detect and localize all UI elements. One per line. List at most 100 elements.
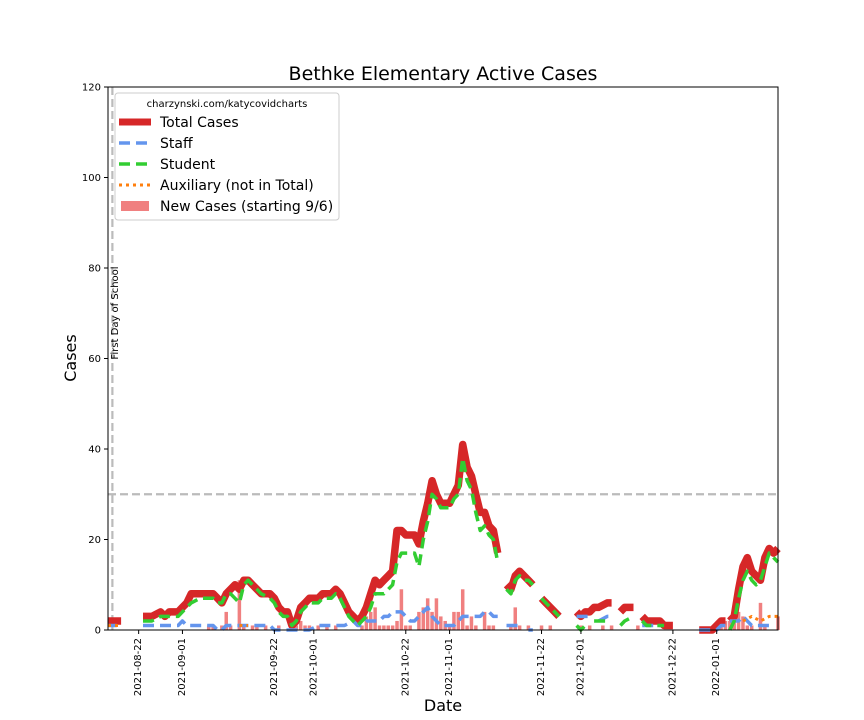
new-cases-bar — [408, 625, 412, 630]
new-cases-bar — [333, 625, 338, 630]
new-cases-bar — [242, 625, 246, 630]
new-cases-bar — [509, 625, 513, 630]
new-cases-bar — [439, 616, 443, 630]
x-tick-label: 2022-01-01 — [711, 638, 722, 696]
chart-title: Bethke Elementary Active Cases — [289, 63, 598, 85]
new-cases-bar — [513, 607, 518, 630]
legend-entry-label: Staff — [160, 136, 193, 152]
first-day-label: First Day of School — [110, 266, 121, 359]
new-cases-bar — [526, 625, 531, 630]
y-axis-label: Cases — [61, 334, 80, 382]
y-tick-label: 120 — [82, 83, 101, 94]
new-cases-bar — [386, 625, 391, 630]
legend-entry-label: Total Cases — [159, 115, 239, 131]
x-tick-label: 2021-09-22 — [269, 638, 280, 696]
new-cases-bar — [364, 616, 369, 630]
x-axis: 2021-08-22 2021-09-01 2021-09-22 2021-10-01… — [133, 630, 722, 696]
x-tick-label: 2021-11-22 — [536, 638, 547, 696]
new-cases-bar — [539, 625, 544, 630]
new-cases-bar — [587, 625, 592, 630]
new-cases-bar — [395, 620, 399, 630]
new-cases-bar — [303, 625, 307, 630]
new-cases-bar — [255, 625, 259, 630]
legend: charzynski.com/katycovidcharts Total Case… — [114, 92, 340, 221]
y-tick-label: 80 — [88, 264, 101, 275]
new-cases-bar — [224, 611, 228, 630]
new-cases-bar — [316, 625, 320, 630]
new-cases-bar — [417, 611, 421, 630]
new-cases-bar — [548, 625, 553, 630]
new-cases-bar — [749, 625, 754, 630]
student-line — [640, 619, 665, 628]
new-cases-bar — [294, 625, 299, 630]
new-cases-bar — [360, 625, 364, 630]
total-cases-line — [143, 440, 502, 630]
legend-box — [114, 92, 340, 221]
new-cases-bar — [728, 620, 732, 630]
new-cases-bar — [390, 625, 395, 630]
new-cases-bar — [491, 625, 496, 630]
x-tick-label: 2021-11-01 — [444, 638, 455, 696]
new-cases-bar — [206, 625, 211, 630]
new-cases-bar — [250, 625, 255, 630]
x-tick-label: 2021-09-01 — [177, 638, 188, 696]
x-tick-label: 2021-10-01 — [308, 638, 319, 696]
new-cases-bar — [399, 589, 404, 630]
student-line — [619, 614, 635, 627]
new-cases-bar — [763, 625, 767, 630]
new-cases-bar — [237, 580, 242, 630]
y-tick-label: 100 — [82, 173, 101, 184]
new-cases-bar — [456, 611, 461, 630]
new-cases-bar — [421, 607, 426, 630]
new-cases-bar — [609, 625, 614, 630]
y-tick-label: 60 — [88, 354, 101, 365]
new-cases-bar — [228, 625, 233, 630]
new-cases-bar — [465, 625, 469, 630]
new-cases-bar — [298, 620, 303, 630]
total-cases-line — [639, 613, 673, 630]
new-cases-bar — [307, 625, 312, 630]
student-line — [143, 456, 500, 628]
new-cases-bar — [487, 625, 491, 630]
staff-line — [143, 605, 498, 632]
legend-entry-label: Auxiliary (not in Total) — [160, 178, 314, 194]
staff-line — [729, 614, 774, 628]
new-cases-bar — [601, 625, 605, 630]
new-cases-bar — [636, 625, 640, 630]
new-cases-bar — [482, 611, 487, 630]
x-axis-label: Date — [424, 696, 462, 715]
y-tick-label: 0 — [95, 626, 101, 637]
new-cases-bar — [452, 611, 456, 630]
x-tick-label: 2021-10-22 — [400, 638, 411, 696]
new-cases-bar — [517, 625, 522, 630]
new-cases-bar — [377, 625, 382, 630]
new-cases-bar — [460, 589, 465, 630]
new-cases-bar — [741, 616, 745, 630]
new-cases-bar — [430, 611, 434, 630]
x-tick-label: 2021-12-22 — [667, 638, 678, 696]
student-line — [505, 573, 535, 596]
x-tick-label: 2021-08-22 — [133, 638, 144, 696]
new-cases-bar — [447, 625, 452, 630]
new-cases-bar — [474, 625, 478, 630]
new-cases-bar — [723, 620, 728, 630]
total-cases-line — [727, 544, 781, 624]
legend-entry-label: New Cases (starting 9/6) — [160, 199, 333, 215]
legend-swatch-new-cases — [121, 201, 149, 211]
y-axis: 0 20 40 60 80 100 120 — [82, 83, 108, 637]
student-line — [728, 551, 780, 631]
y-tick-label: 20 — [88, 535, 101, 546]
new-cases-bar — [745, 625, 750, 630]
new-cases-bar — [469, 616, 474, 630]
new-cases-bar — [382, 625, 386, 630]
new-cases-bar — [263, 625, 268, 630]
new-cases-bar — [434, 598, 439, 630]
new-cases-bar — [325, 625, 329, 630]
new-cases-bar — [373, 607, 377, 630]
legend-header: charzynski.com/katycovidcharts — [147, 99, 308, 110]
y-tick-label: 40 — [88, 445, 101, 456]
new-cases-bar — [404, 625, 408, 630]
total-cases-line — [617, 603, 634, 615]
student-line — [540, 597, 561, 618]
